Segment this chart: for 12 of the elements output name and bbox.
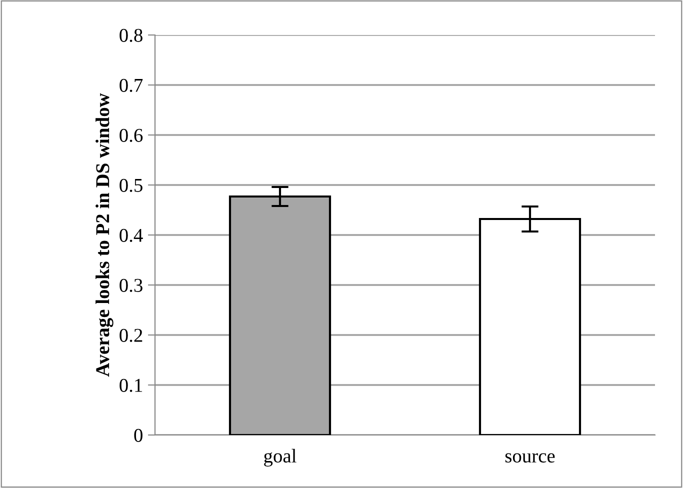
y-tick-label: 0 <box>134 428 142 442</box>
y-tick-label: 0.1 <box>120 378 142 392</box>
x-tick-label: source <box>505 453 555 463</box>
y-tick-label: 0.7 <box>120 78 143 92</box>
y-axis-title: Average looks to P2 in DS window <box>96 93 114 377</box>
y-tick-label: 0.3 <box>120 278 142 292</box>
y-tick-label: 0.5 <box>120 178 142 192</box>
y-tick-label: 0.4 <box>120 228 143 242</box>
x-tick-label: goal <box>264 448 296 467</box>
y-tick-label: 0.6 <box>120 128 143 142</box>
y-tick-label: 0.8 <box>120 28 142 42</box>
y-tick-label: 0.2 <box>120 328 142 342</box>
